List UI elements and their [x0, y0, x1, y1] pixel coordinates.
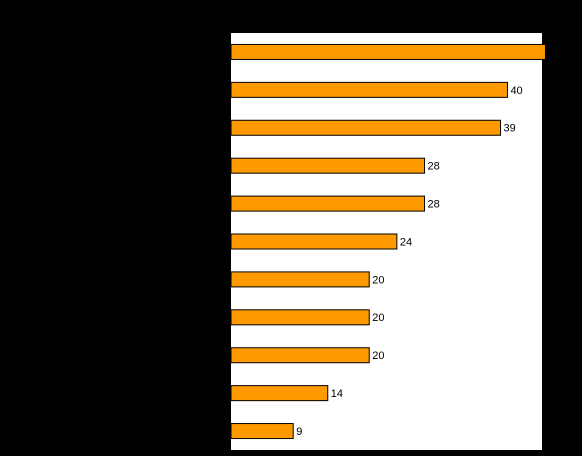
bar	[230, 385, 329, 402]
bar	[230, 81, 508, 98]
value-label: 20	[372, 350, 384, 362]
bar	[230, 271, 370, 288]
bar	[230, 423, 294, 440]
value-label: 24	[400, 236, 412, 248]
bar	[230, 309, 370, 326]
value-label: 20	[372, 274, 384, 286]
value-label: 39	[504, 123, 516, 135]
bar	[230, 43, 546, 60]
value-label: 40	[510, 85, 522, 97]
value-label: 28	[428, 198, 440, 210]
value-label: 14	[331, 388, 343, 400]
value-label: 45.5	[548, 47, 569, 59]
bar	[230, 157, 426, 174]
value-label: 9	[296, 426, 302, 438]
value-label: 20	[372, 312, 384, 324]
bar	[230, 195, 426, 212]
value-label: 28	[428, 161, 440, 173]
bar	[230, 119, 502, 136]
bar	[230, 233, 398, 250]
bar	[230, 347, 370, 364]
